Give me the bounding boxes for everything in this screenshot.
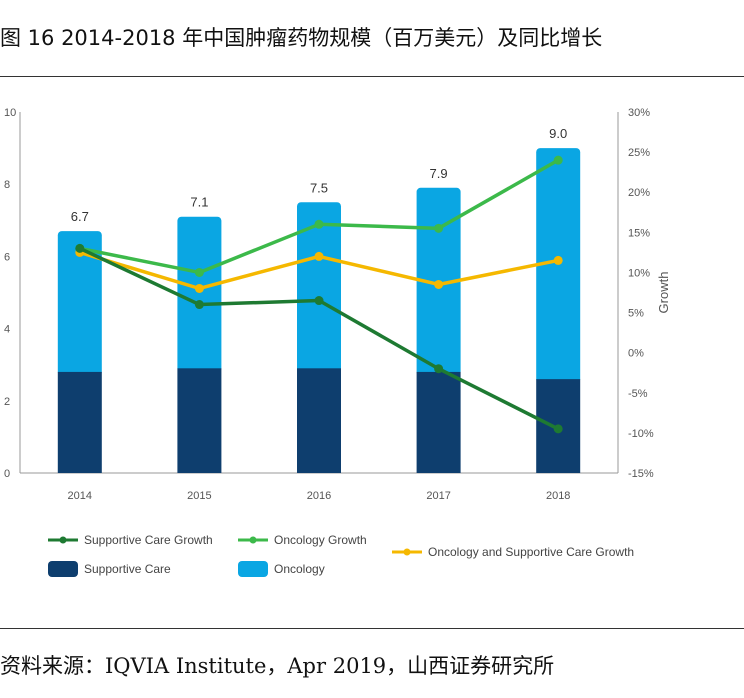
bar-total-label: 7.1 bbox=[190, 195, 208, 210]
y-right-axis-label: Growth bbox=[656, 272, 671, 314]
line-supportive-care-growth-point bbox=[314, 296, 324, 306]
x-tick-label: 2015 bbox=[187, 490, 211, 502]
y-right-tick-label: -5% bbox=[628, 388, 648, 400]
bar-oncology bbox=[297, 202, 341, 373]
line-combined-growth-point bbox=[194, 283, 204, 293]
bar-supportive-care bbox=[57, 371, 102, 473]
line-oncology-growth-point bbox=[314, 219, 324, 229]
figure-caption: 图 16 2014-2018 年中国肿瘤药物规模（百万美元）及同比增长 bbox=[0, 26, 603, 50]
y-right-tick-label: 0% bbox=[628, 348, 644, 360]
legend-label: Oncology and Supportive Care Growth bbox=[428, 545, 634, 559]
source-note: 资料来源：IQVIA Institute，Apr 2019，山西证券研究所 bbox=[0, 654, 555, 678]
line-supportive-care-growth-point bbox=[553, 424, 563, 434]
line-combined-growth-point bbox=[553, 255, 563, 265]
y-right-tick-label: 20% bbox=[628, 187, 650, 199]
chart-total-labels: 6.7 7.1 7.5 7.9 9.0 bbox=[71, 126, 567, 224]
line-oncology-growth-point bbox=[194, 267, 204, 277]
chart-ticks: 0 2 4 6 8 10 -15% -10% -5% 0% 5% 10% 15% 20% 25% 30% Gro… bbox=[4, 107, 671, 502]
x-tick-label: 2017 bbox=[426, 490, 450, 502]
bar-supportive-care bbox=[416, 371, 461, 473]
y-right-tick-label: -15% bbox=[628, 468, 654, 480]
bar-total-label: 9.0 bbox=[549, 126, 567, 141]
legend-label: Oncology Growth bbox=[274, 533, 367, 547]
bar-oncology bbox=[536, 148, 581, 384]
bar-supportive-care bbox=[297, 368, 341, 473]
y-right-tick-label: 5% bbox=[628, 308, 644, 320]
y-right-tick-label: 10% bbox=[628, 267, 650, 279]
y-right-tick-label: -10% bbox=[628, 428, 654, 440]
legend-box-swatch bbox=[48, 561, 78, 577]
x-tick-label: 2018 bbox=[546, 490, 570, 502]
y-right-tick-label: 30% bbox=[628, 107, 650, 119]
y-left-tick-label: 10 bbox=[4, 107, 16, 119]
legend-box-swatch bbox=[238, 561, 268, 577]
legend-label: Supportive Care bbox=[84, 562, 171, 576]
bottom-rule bbox=[0, 628, 744, 629]
legend-point-swatch bbox=[249, 536, 257, 544]
y-left-tick-label: 8 bbox=[4, 179, 10, 191]
y-left-tick-label: 0 bbox=[4, 468, 10, 480]
chart-legend: Supportive Care Growth Oncology Growth Onc… bbox=[48, 533, 634, 577]
x-tick-label: 2016 bbox=[307, 490, 331, 502]
top-rule bbox=[0, 76, 744, 77]
line-supportive-care-growth-point bbox=[194, 300, 204, 310]
bar-oncology bbox=[177, 216, 222, 373]
legend-label: Oncology bbox=[274, 562, 325, 576]
line-combined-growth-point bbox=[434, 279, 444, 289]
chart-lines bbox=[75, 155, 563, 434]
y-right-tick-label: 15% bbox=[628, 227, 650, 239]
bar-total-label: 7.5 bbox=[310, 180, 328, 195]
legend-label: Supportive Care Growth bbox=[84, 533, 213, 547]
chart: 6.7 7.1 7.5 7.9 9.0 0 2 4 6 8 10 -15% -10% -5% 0% 5% 10… bbox=[4, 107, 671, 577]
y-left-tick-label: 4 bbox=[4, 324, 10, 336]
line-oncology-growth-point bbox=[553, 155, 563, 165]
bar-total-label: 7.9 bbox=[430, 166, 448, 181]
legend-point-swatch bbox=[59, 536, 67, 544]
line-oncology-growth-point bbox=[434, 223, 444, 233]
y-left-tick-label: 2 bbox=[4, 396, 10, 408]
line-supportive-care-growth-point bbox=[75, 243, 85, 253]
bar-supportive-care bbox=[177, 368, 222, 473]
y-left-tick-label: 6 bbox=[4, 251, 10, 263]
chart-bars bbox=[57, 148, 581, 473]
y-right-tick-label: 25% bbox=[628, 147, 650, 159]
line-combined-growth-point bbox=[314, 251, 324, 261]
line-supportive-care-growth-point bbox=[434, 364, 444, 374]
legend-point-swatch bbox=[403, 548, 411, 556]
bar-total-label: 6.7 bbox=[71, 209, 89, 224]
bar-oncology bbox=[57, 231, 102, 376]
x-tick-label: 2014 bbox=[68, 490, 92, 502]
